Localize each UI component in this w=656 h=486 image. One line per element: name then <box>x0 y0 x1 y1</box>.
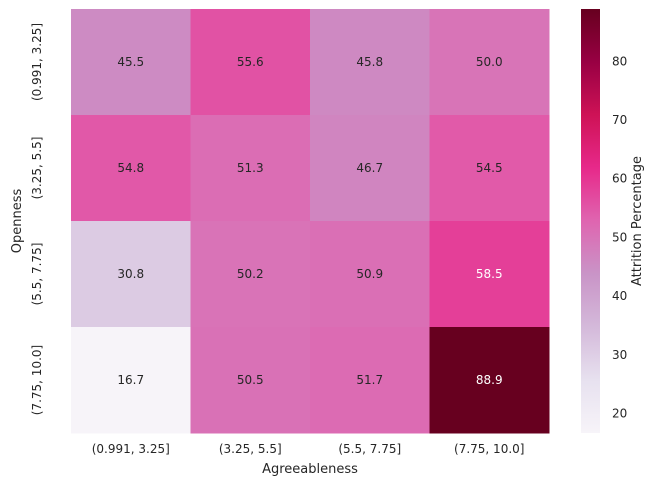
cell-value-label: 45.5 <box>117 55 144 69</box>
cell-value-label: 88.9 <box>476 373 503 387</box>
cell-value-label: 54.8 <box>117 161 144 175</box>
heatmap-cell <box>429 115 550 222</box>
heatmap-cell <box>71 115 191 222</box>
heatmap-cell <box>190 327 311 434</box>
cell-value-label: 45.8 <box>356 55 383 69</box>
cell-value-label: 51.3 <box>237 161 264 175</box>
colorbar-tick-label: 80 <box>612 54 627 68</box>
cell-value-label: 50.2 <box>237 267 264 281</box>
x-axis-ticks: (0.991, 3.25] (3.25, 5.5] (5.5, 7.75] (7.75… <box>92 442 525 456</box>
heatmap-cell <box>429 221 550 328</box>
cell-value-label: 54.5 <box>476 161 503 175</box>
colorbar-label: Attrition Percentage <box>630 156 645 286</box>
heatmap-cell <box>190 115 311 222</box>
heatmap-cell <box>429 9 550 116</box>
y-tick-label: (3.25, 5.5] <box>30 137 44 200</box>
x-tick-label: (7.75, 10.0] <box>454 442 524 456</box>
heatmap-cell <box>190 9 311 116</box>
heatmap-cell <box>71 327 191 434</box>
heatmap-cell <box>310 115 430 222</box>
heatmap-cell <box>310 221 430 328</box>
cell-value-label: 58.5 <box>476 267 503 281</box>
cell-value-label: 55.6 <box>237 55 264 69</box>
cell-value-label: 50.9 <box>356 267 383 281</box>
heatmap-cell <box>71 9 191 116</box>
colorbar-tick-label: 50 <box>612 230 627 244</box>
colorbar-tick-label: 20 <box>612 407 627 421</box>
x-axis-label: Agreeableness <box>262 462 358 477</box>
cell-value-label: 50.5 <box>237 373 264 387</box>
colorbar-tick-label: 70 <box>612 113 627 127</box>
y-axis-ticks: (0.991, 3.25] (3.25, 5.5] (5.5, 7.75] (7.75… <box>30 23 44 415</box>
x-tick-label: (5.5, 7.75] <box>338 442 401 456</box>
y-tick-label: (5.5, 7.75] <box>30 243 44 306</box>
y-tick-label: (7.75, 10.0] <box>30 345 44 415</box>
heatmap-cell <box>190 221 311 328</box>
cell-value-label: 50.0 <box>476 55 503 69</box>
cell-value-label: 46.7 <box>356 161 383 175</box>
y-tick-label: (0.991, 3.25] <box>30 23 44 101</box>
heatmap-cell <box>429 327 550 434</box>
colorbar-tick-label: 40 <box>612 289 627 303</box>
colorbar <box>581 9 600 433</box>
x-tick-label: (3.25, 5.5] <box>219 442 282 456</box>
cell-value-label: 16.7 <box>117 373 144 387</box>
cell-value-label: 51.7 <box>356 373 383 387</box>
y-axis-label: Openness <box>10 189 25 254</box>
heatmap-cell <box>310 9 430 116</box>
colorbar-tick-label: 30 <box>612 348 627 362</box>
heatmap-cell <box>310 327 430 434</box>
colorbar-ticks: 20 30 40 50 60 70 80 <box>612 54 627 420</box>
heatmap-cell <box>71 221 191 328</box>
x-tick-label: (0.991, 3.25] <box>92 442 170 456</box>
heatmap-cells: 45.5 55.6 45.8 50.0 54.8 51.3 46.7 54.5 30.8 50.2… <box>71 9 550 434</box>
cell-value-label: 30.8 <box>117 267 144 281</box>
colorbar-tick-label: 60 <box>612 172 627 186</box>
